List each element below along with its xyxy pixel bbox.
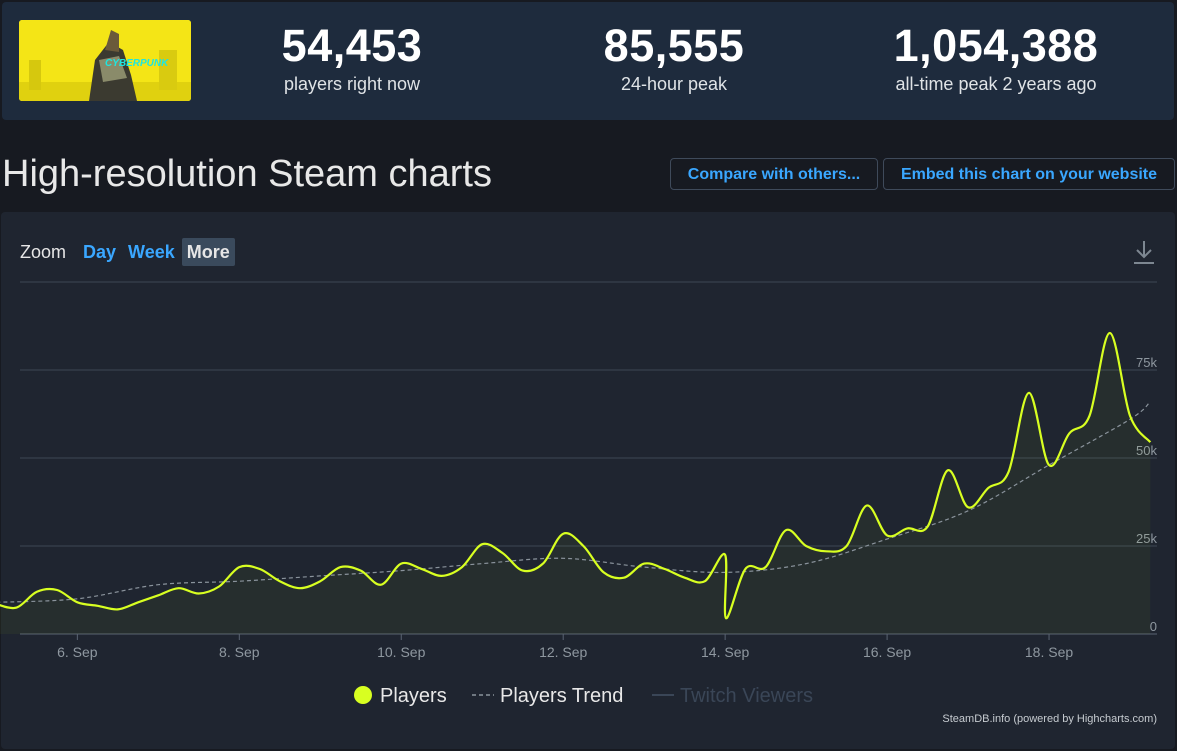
game-logo: CYBERPUNK	[105, 58, 169, 69]
legend-players-label: Players	[380, 685, 447, 707]
daily-peak-stat: 85,555 24-hour peak	[554, 20, 794, 96]
x-tick-label: 8. Sep	[219, 644, 260, 660]
y-tick-label: 75k	[1136, 355, 1157, 370]
page-title: High-resolution Steam charts	[2, 153, 492, 195]
x-tick-label: 16. Sep	[863, 644, 911, 660]
daily-peak-label: 24-hour peak	[620, 74, 728, 94]
legend-trend-label: Players Trend	[500, 685, 623, 707]
stats-bar	[2, 2, 1174, 120]
x-tick-label: 18. Sep	[1025, 644, 1073, 660]
players-area	[0, 333, 1151, 634]
current-players-value: 54,453	[281, 20, 423, 71]
compare-button[interactable]: Compare with others...	[670, 158, 878, 190]
y-tick-label: 0	[1150, 619, 1157, 634]
x-tick-label: 12. Sep	[539, 644, 587, 660]
embed-chart-button[interactable]: Embed this chart on your website	[883, 158, 1175, 190]
current-players-label: players right now	[283, 74, 421, 94]
y-axis-ticks: 0 25k 50k 75k	[1136, 355, 1157, 634]
all-time-peak-stat: 1,054,388 all-time peak 2 years ago	[846, 20, 1146, 96]
x-tick-label: 6. Sep	[57, 644, 98, 660]
zoom-day-button[interactable]: Day	[83, 242, 117, 262]
x-axis-ticks: 6. Sep 8. Sep 10. Sep 12. Sep 14. Sep 16. Sep…	[57, 634, 1073, 660]
daily-peak-value: 85,555	[603, 20, 745, 71]
game-banner-image[interactable]: CYBERPUNK	[19, 20, 191, 101]
zoom-label: Zoom	[20, 242, 67, 262]
zoom-controls: Zoom Day Week More	[20, 238, 237, 266]
legend-twitch-label: Twitch Viewers	[680, 685, 813, 707]
zoom-more-button[interactable]: More	[181, 238, 235, 266]
all-time-peak-value: 1,054,388	[893, 20, 1099, 71]
y-tick-label: 50k	[1136, 443, 1157, 458]
x-tick-label: 14. Sep	[701, 644, 749, 660]
current-players-stat: 54,453 players right now	[232, 20, 472, 96]
chart-legend: Players Players Trend Twitch Viewers	[354, 685, 813, 707]
y-tick-label: 25k	[1136, 531, 1157, 546]
chart-panel	[1, 212, 1175, 749]
game-banner-art: CYBERPUNK	[19, 20, 191, 101]
chart-credits[interactable]: SteamDB.info (powered by Highcharts.com)	[942, 713, 1157, 725]
all-time-peak-label: all-time peak 2 years ago	[895, 74, 1097, 94]
players-line[interactable]	[0, 331, 1152, 620]
chart-grid	[20, 281, 1157, 635]
x-tick-label: 10. Sep	[377, 644, 425, 660]
zoom-week-button[interactable]: Week	[128, 242, 175, 262]
legend-players-marker	[354, 686, 372, 704]
download-icon[interactable]	[1131, 238, 1157, 266]
